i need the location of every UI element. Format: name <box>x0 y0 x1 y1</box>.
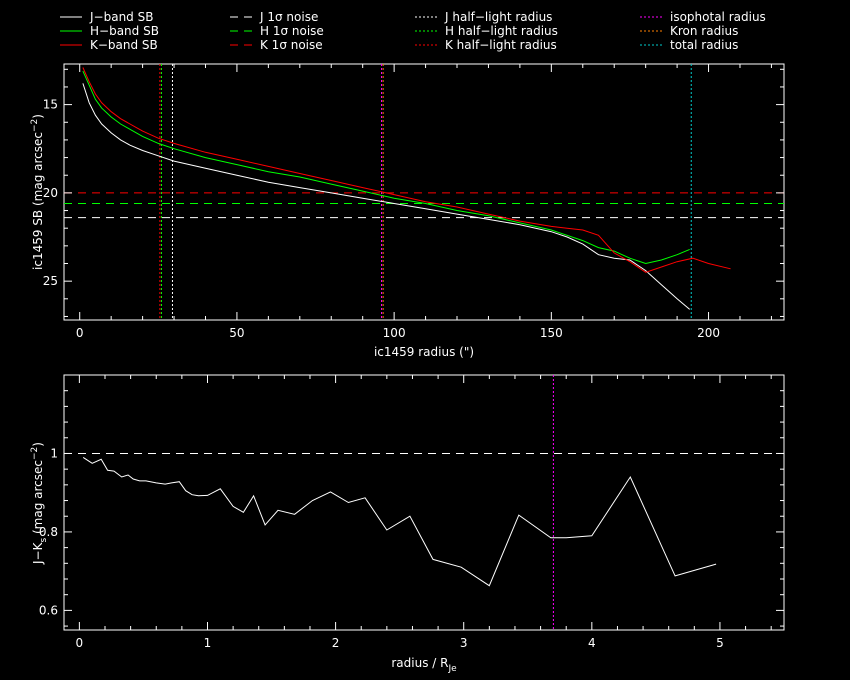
x-tick-label: 150 <box>540 326 563 340</box>
legend-label: isophotal radius <box>670 10 766 24</box>
series-line <box>82 83 691 310</box>
x-tick-label: 200 <box>697 326 720 340</box>
x-tick-label: 50 <box>229 326 244 340</box>
x-tick-label: 0 <box>76 636 84 650</box>
legend-label: H half−light radius <box>445 24 558 38</box>
legend-label: K 1σ noise <box>260 38 323 52</box>
legend-label: Kron radius <box>670 24 738 38</box>
legend-label: H−band SB <box>90 24 159 38</box>
legend-label: J 1σ noise <box>259 10 318 24</box>
sb-plot-frame <box>63 63 785 321</box>
legend-label: total radius <box>670 38 738 52</box>
y-tick-label: 25 <box>43 274 58 288</box>
y-tick-label: 0.6 <box>39 603 58 617</box>
color-profile-panel: 0 1 2 3 4 5 0.6 0.8 1 radius / RJe J−Ks (mag arc… <box>30 374 785 674</box>
legend-label: K−band SB <box>90 38 158 52</box>
x-tick-label: 4 <box>588 636 596 650</box>
sb-ticks: 0 50 100 150 200 15 20 25 <box>43 64 784 340</box>
sb-series <box>82 67 731 310</box>
series-line <box>82 67 731 273</box>
x-tick-label: 0 <box>76 326 84 340</box>
y-tick-label: 0.8 <box>39 525 58 539</box>
legend-label: H 1σ noise <box>260 24 324 38</box>
series-line <box>82 70 690 265</box>
sb-y-axis-label: ic1459 SB (mag arcsec−2) <box>30 114 45 270</box>
sb-profile-panel: 0 50 100 150 200 15 20 25 ic1459 radius (") ic1… <box>30 63 785 359</box>
y-tick-label: 20 <box>43 186 58 200</box>
x-tick-label: 5 <box>716 636 724 650</box>
x-tick-label: 1 <box>204 636 212 650</box>
color-y-axis-label: J−Ks (mag arcsec−2) <box>30 442 49 565</box>
y-tick-label: 1 <box>50 446 58 460</box>
legend-label: J half−light radius <box>444 10 552 24</box>
color-series <box>82 456 717 587</box>
color-x-axis-label: radius / RJe <box>391 656 457 674</box>
color-reference-lines <box>64 375 784 630</box>
x-tick-label: 3 <box>460 636 468 650</box>
x-tick-label: 2 <box>332 636 340 650</box>
sb-reference-lines <box>64 64 784 320</box>
sb-x-axis-label: ic1459 radius (") <box>374 345 474 359</box>
x-tick-label: 100 <box>383 326 406 340</box>
color-plot-frame <box>63 374 785 631</box>
series-line <box>82 456 717 587</box>
legend-label: J−band SB <box>89 10 153 24</box>
color-ticks: 0 1 2 3 4 5 0.6 0.8 1 <box>39 374 784 650</box>
legend-label: K half−light radius <box>445 38 557 52</box>
y-tick-label: 15 <box>43 98 58 112</box>
